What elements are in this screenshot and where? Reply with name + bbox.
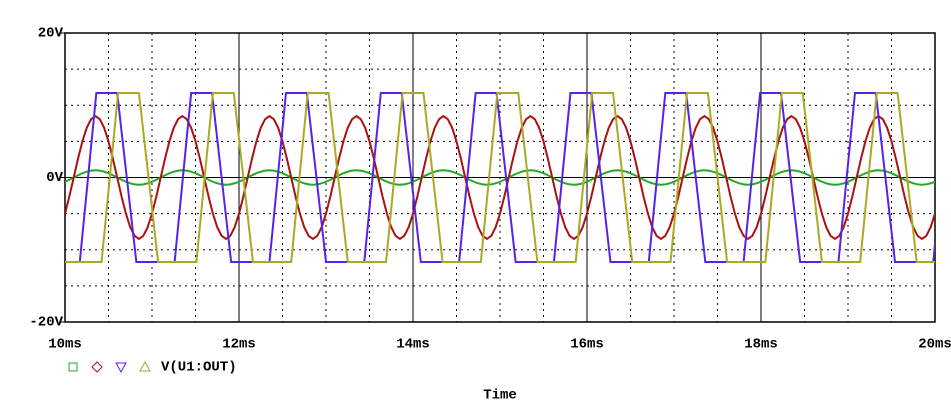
legend-symbol xyxy=(115,362,127,374)
y-tick-label: 20V xyxy=(38,26,64,42)
plot-frame xyxy=(64,32,936,323)
x-tick-label: 10ms xyxy=(48,337,82,353)
x-tick-label: 20ms xyxy=(918,337,951,353)
legend-symbol xyxy=(139,360,151,372)
legend-label: V(U1:OUT) xyxy=(161,360,237,376)
y-tick-label: 0V xyxy=(46,170,63,186)
x-tick-label: 16ms xyxy=(570,337,604,353)
y-tick-label: -20V xyxy=(29,315,63,331)
x-tick-label: 12ms xyxy=(222,337,256,353)
legend-symbol xyxy=(68,362,78,372)
legend-symbol xyxy=(91,361,103,373)
series-line xyxy=(65,114,935,241)
x-tick-label: 18ms xyxy=(744,337,778,353)
x-tick-label: 14ms xyxy=(396,337,430,353)
series-line xyxy=(65,91,935,264)
x-axis-title: Time xyxy=(483,388,517,404)
